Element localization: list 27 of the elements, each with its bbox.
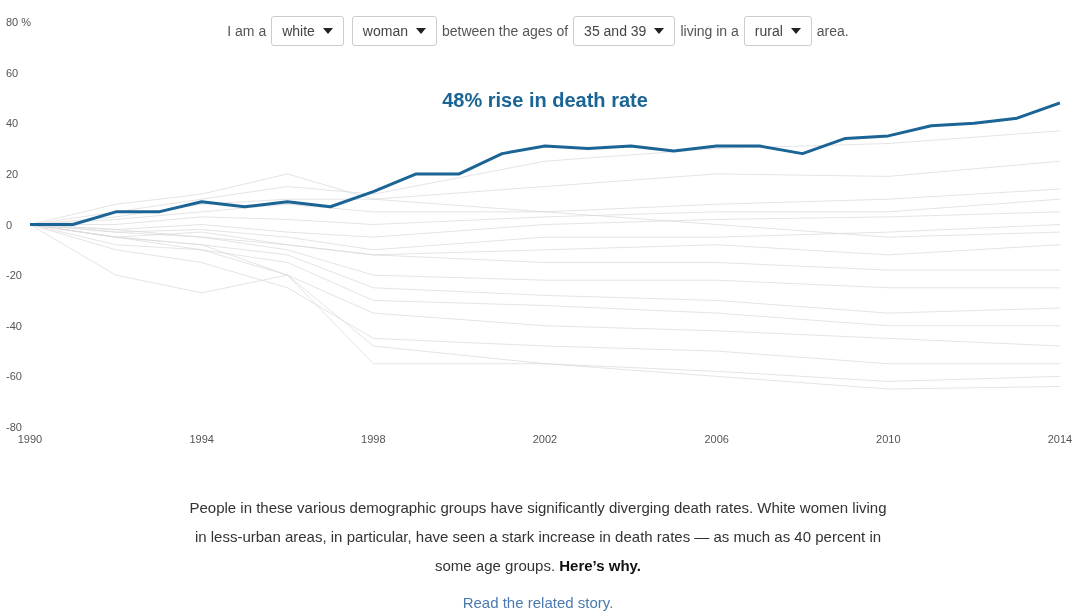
y-tick-label: -60 [6,370,22,383]
x-tick-label: 2002 [532,433,558,445]
y-tick-label: 60 [6,66,19,79]
annotation: 48% rise in death rate [441,89,649,112]
x-tick-label: 1994 [189,433,214,445]
text: Here’s why. [559,557,641,574]
annotation: area. [816,23,849,39]
y-tick-label: -80 [6,421,22,433]
y-tick-label: 80 % [6,16,32,28]
annotation: 35 and 39 [584,23,647,39]
y-tick-label: -40 [6,319,22,332]
text: Read the related story. [461,594,615,611]
annotation: I am a [227,23,267,39]
y-tick-label: -20 [6,269,22,282]
annotation: living in a [680,23,739,39]
y-tick-label: 0 [6,218,13,231]
x-tick-label: 2006 [704,433,729,445]
x-tick-label: 1990 [17,433,43,445]
x-tick-label: 2014 [1047,433,1073,445]
y-tick-label: 40 [6,117,19,130]
y-tick-label: 20 [6,167,19,180]
annotation: white [282,23,315,39]
annotation: rural [754,23,783,39]
annotation: between the ages of [442,23,569,39]
x-tick-label: 1998 [361,433,386,445]
x-tick-label: 2010 [876,433,901,445]
annotation: woman [362,23,408,39]
